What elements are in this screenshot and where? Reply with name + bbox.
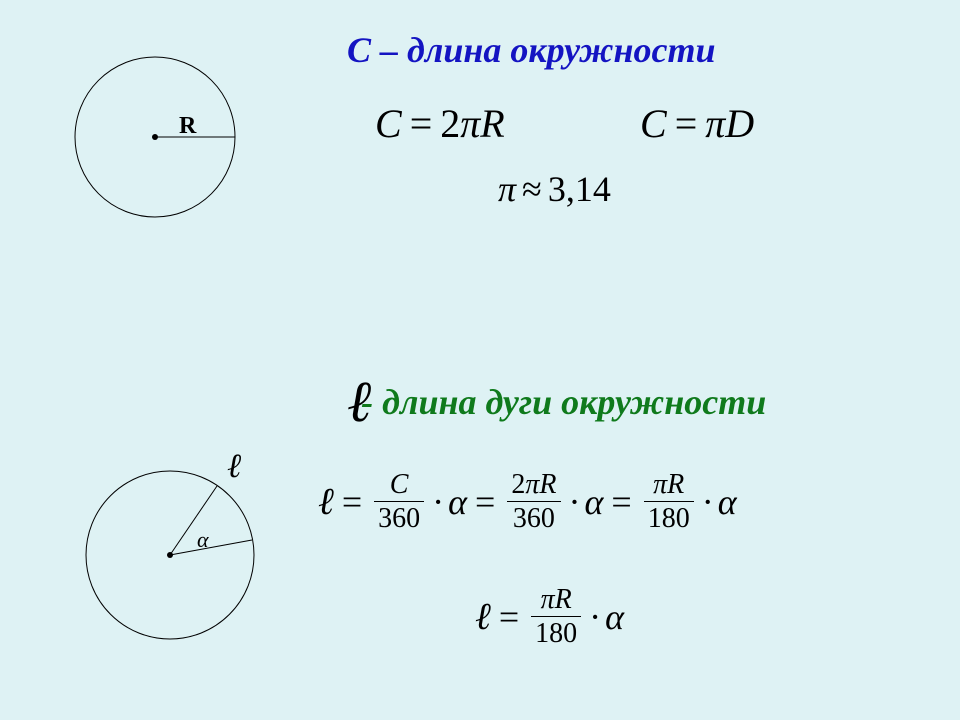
formula-arc-final: ℓ = R 180 — [475, 585, 624, 649]
formula-arc-chain: ℓ = C 360 = 2R 360 = R 180 — [318, 470, 737, 534]
frac-2piR-360: 2R 360 — [507, 470, 560, 534]
alpha-symbol — [448, 481, 467, 523]
frac-den: 360 — [374, 504, 424, 533]
var-R: R — [667, 469, 684, 500]
frac-C-360: C 360 — [374, 470, 424, 534]
label-alpha — [197, 527, 209, 553]
lhs-ell: ℓ — [318, 480, 334, 524]
frac-den: 180 — [644, 504, 694, 533]
frac-num: R — [537, 585, 576, 614]
equals-sign: = — [467, 481, 503, 523]
equals-sign: = — [603, 481, 639, 523]
cdot — [565, 481, 585, 523]
pi-symbol — [525, 469, 539, 500]
alpha-symbol — [585, 481, 604, 523]
equals-sign: = — [334, 481, 370, 523]
var-R: R — [539, 469, 556, 500]
cdot — [428, 481, 448, 523]
alpha-symbol — [605, 596, 624, 638]
var-R: R — [555, 584, 572, 615]
alpha-symbol — [718, 481, 737, 523]
equals-sign: = — [491, 596, 527, 638]
frac-piR-180: R 180 — [531, 585, 581, 649]
frac-num: R — [649, 470, 688, 499]
cdot — [698, 481, 718, 523]
coeff: 2 — [511, 469, 525, 500]
frac-num: 2R — [507, 470, 560, 499]
frac-den: 180 — [531, 619, 581, 648]
frac-den: 360 — [509, 504, 559, 533]
cdot — [585, 596, 605, 638]
pi-symbol — [541, 584, 555, 615]
frac-piR-180: R 180 — [644, 470, 694, 534]
pi-symbol — [653, 469, 667, 500]
frac-num: C — [386, 470, 413, 499]
label-ell: ℓ — [227, 448, 241, 486]
lhs-ell: ℓ — [475, 595, 491, 639]
